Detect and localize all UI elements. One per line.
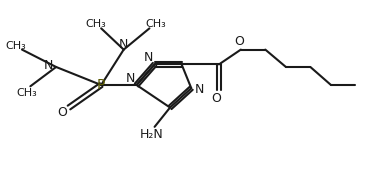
Text: CH₃: CH₃ <box>145 20 166 29</box>
Text: N: N <box>119 38 128 51</box>
Text: CH₃: CH₃ <box>86 20 106 29</box>
Text: CH₃: CH₃ <box>17 88 37 98</box>
Text: N: N <box>144 52 153 64</box>
Text: CH₃: CH₃ <box>5 41 26 51</box>
Text: N: N <box>195 83 204 96</box>
Text: H₂N: H₂N <box>140 128 163 141</box>
Text: O: O <box>58 106 67 119</box>
Text: P: P <box>97 78 105 92</box>
Text: O: O <box>235 35 245 48</box>
Text: N: N <box>125 72 135 85</box>
Text: N: N <box>44 58 53 72</box>
Text: O: O <box>211 92 221 105</box>
